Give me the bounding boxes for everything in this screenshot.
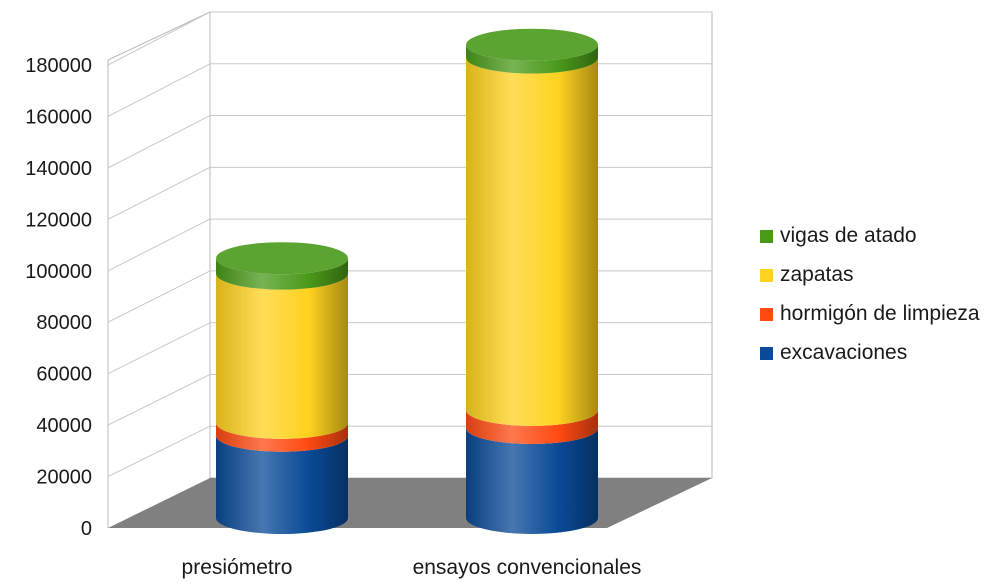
y-tick-label: 160000 bbox=[25, 106, 92, 128]
y-tick-label: 100000 bbox=[25, 261, 92, 283]
bar-stack-1 bbox=[466, 28, 598, 534]
y-tick-label: 140000 bbox=[25, 158, 92, 180]
x-tick-label: presiómetro bbox=[182, 556, 293, 579]
chart-walls bbox=[107, 11, 713, 528]
bar-stack-0 bbox=[216, 242, 348, 534]
bars bbox=[216, 28, 598, 534]
y-tick-label: 80000 bbox=[36, 312, 92, 334]
bar-segment bbox=[216, 422, 348, 452]
legend-label: hormigón de limpieza bbox=[780, 302, 980, 325]
bar-segment bbox=[466, 57, 598, 426]
side-wall-top-edge bbox=[107, 11, 211, 61]
y-tick-label: 180000 bbox=[25, 55, 92, 77]
legend: vigas de atado zapatas hormigón de limpiez… bbox=[760, 224, 980, 364]
x-axis-ticks: presiómetro ensayos convencionales bbox=[182, 556, 642, 579]
bar-segment bbox=[216, 273, 348, 439]
bar-segment bbox=[216, 435, 348, 534]
gridline-side bbox=[107, 425, 211, 478]
y-tick-label: 20000 bbox=[36, 467, 92, 489]
chart-floor bbox=[108, 478, 712, 528]
y-axis-ticks: 0 20000 40000 60000 80000 100000 120000 140000 1… bbox=[25, 55, 92, 540]
x-tick-label: ensayos convencionales bbox=[413, 556, 642, 579]
legend-label: zapatas bbox=[780, 263, 854, 286]
bar-segment bbox=[466, 427, 598, 534]
y-tick-label: 40000 bbox=[36, 415, 92, 437]
bar-segment bbox=[216, 258, 348, 290]
gridline-side bbox=[107, 11, 211, 66]
gridline-side bbox=[107, 373, 211, 426]
gridline-side bbox=[107, 270, 211, 323]
y-tick-label: 60000 bbox=[36, 364, 92, 386]
legend-label: excavaciones bbox=[780, 341, 907, 364]
legend-swatch bbox=[760, 269, 773, 282]
floor-plane bbox=[108, 478, 712, 528]
bar-top-cap bbox=[466, 28, 598, 61]
bar-segment bbox=[466, 409, 598, 444]
gridline-side bbox=[107, 218, 211, 272]
legend-swatch bbox=[760, 347, 773, 360]
bar-segment bbox=[466, 44, 598, 74]
legend-swatch bbox=[760, 308, 773, 321]
legend-label: vigas de atado bbox=[780, 224, 917, 247]
gridline-side bbox=[107, 63, 211, 117]
gridline-side bbox=[107, 322, 211, 375]
y-tick-label: 120000 bbox=[25, 209, 92, 231]
gridline-side bbox=[107, 115, 211, 169]
gridline-side bbox=[107, 166, 211, 220]
y-tick-label: 0 bbox=[81, 518, 92, 540]
legend-swatch bbox=[760, 230, 773, 243]
bar-top-cap bbox=[216, 242, 348, 275]
